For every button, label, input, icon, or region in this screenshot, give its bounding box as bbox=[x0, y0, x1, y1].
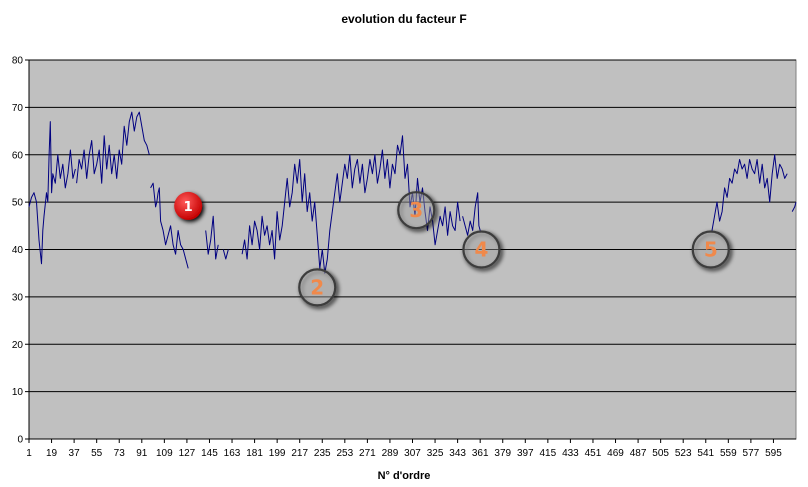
x-tick-label: 433 bbox=[562, 448, 579, 459]
series-line-segment bbox=[76, 111, 150, 184]
x-tick-label: 199 bbox=[269, 448, 286, 459]
series-line-segment bbox=[28, 121, 76, 265]
x-tick-label: 37 bbox=[69, 448, 81, 459]
annotation-label: 3 bbox=[409, 198, 423, 222]
chart-title: evolution du facteur F bbox=[341, 12, 467, 26]
annotation-label: 1 bbox=[184, 200, 193, 215]
series-line-segment bbox=[150, 182, 189, 269]
annotation-circle bbox=[691, 230, 730, 269]
series-line-segment bbox=[222, 249, 229, 260]
annotation-marker: 3 bbox=[397, 191, 436, 230]
x-tick-label: 595 bbox=[765, 448, 782, 459]
annotation-layer: 1 2 3 4 5 bbox=[174, 191, 730, 307]
x-tick-label: 523 bbox=[675, 448, 692, 459]
series-line-segment bbox=[205, 215, 219, 260]
x-axis: 1 19 37 55 73 91 109 127 145 163 181 199 217 235 253 27… bbox=[26, 438, 796, 459]
series-line-segment bbox=[462, 192, 481, 236]
x-tick-label: 469 bbox=[607, 448, 624, 459]
x-tick-label: 55 bbox=[91, 448, 103, 459]
y-tick-label: 20 bbox=[12, 340, 24, 351]
annotation-marker: 2 bbox=[298, 268, 337, 307]
series-line-segment bbox=[791, 201, 797, 212]
x-tick-label: 181 bbox=[246, 448, 263, 459]
y-tick-label: 60 bbox=[12, 150, 24, 161]
x-tick-label: 235 bbox=[314, 448, 331, 459]
y-tick-label: 40 bbox=[12, 245, 24, 256]
annotation-marker: 4 bbox=[462, 230, 501, 269]
series-line-segment bbox=[711, 154, 788, 231]
x-tick-label: 415 bbox=[540, 448, 557, 459]
x-tick-label: 397 bbox=[517, 448, 534, 459]
x-tick-label: 1 bbox=[26, 448, 32, 459]
x-tick-label: 109 bbox=[156, 448, 173, 459]
x-tick-label: 127 bbox=[179, 448, 196, 459]
y-tick-label: 50 bbox=[12, 198, 24, 209]
x-tick-label: 361 bbox=[472, 448, 489, 459]
x-tick-label: 559 bbox=[720, 448, 737, 459]
y-tick-label: 80 bbox=[12, 56, 24, 67]
annotation-marker: 1 bbox=[174, 191, 203, 220]
x-tick-label: 217 bbox=[291, 448, 308, 459]
x-tick-label: 307 bbox=[404, 448, 421, 459]
annotation-circle bbox=[397, 191, 436, 230]
annotation-circle bbox=[174, 191, 203, 220]
y-axis: 0 10 20 30 40 50 60 70 80 bbox=[12, 56, 30, 446]
x-tick-label: 577 bbox=[743, 448, 760, 459]
y-tick-label: 10 bbox=[12, 387, 24, 398]
annotation-label: 2 bbox=[310, 275, 324, 299]
x-axis-label: N° d'ordre bbox=[377, 470, 431, 482]
x-tick-label: 505 bbox=[652, 448, 669, 459]
x-tick-label: 73 bbox=[114, 448, 126, 459]
x-tick-label: 487 bbox=[630, 448, 647, 459]
x-tick-label: 145 bbox=[201, 448, 218, 459]
annotation-label: 4 bbox=[474, 238, 488, 262]
x-tick-label: 19 bbox=[46, 448, 58, 459]
annotation-circle bbox=[298, 268, 337, 307]
annotation-circle bbox=[462, 230, 501, 269]
x-tick-label: 271 bbox=[359, 448, 376, 459]
x-tick-label: 451 bbox=[585, 448, 602, 459]
x-tick-label: 343 bbox=[449, 448, 466, 459]
x-tick-label: 325 bbox=[427, 448, 444, 459]
x-tick-label: 253 bbox=[336, 448, 353, 459]
x-tick-label: 163 bbox=[224, 448, 241, 459]
x-tick-label: 91 bbox=[136, 448, 148, 459]
x-tick-label: 379 bbox=[494, 448, 511, 459]
y-tick-label: 0 bbox=[17, 435, 23, 446]
annotation-label: 5 bbox=[704, 238, 718, 262]
y-tick-label: 30 bbox=[12, 292, 24, 303]
x-tick-label: 541 bbox=[697, 448, 714, 459]
x-tick-label: 289 bbox=[382, 448, 399, 459]
y-tick-label: 70 bbox=[12, 103, 24, 114]
annotation-marker: 5 bbox=[691, 230, 730, 269]
